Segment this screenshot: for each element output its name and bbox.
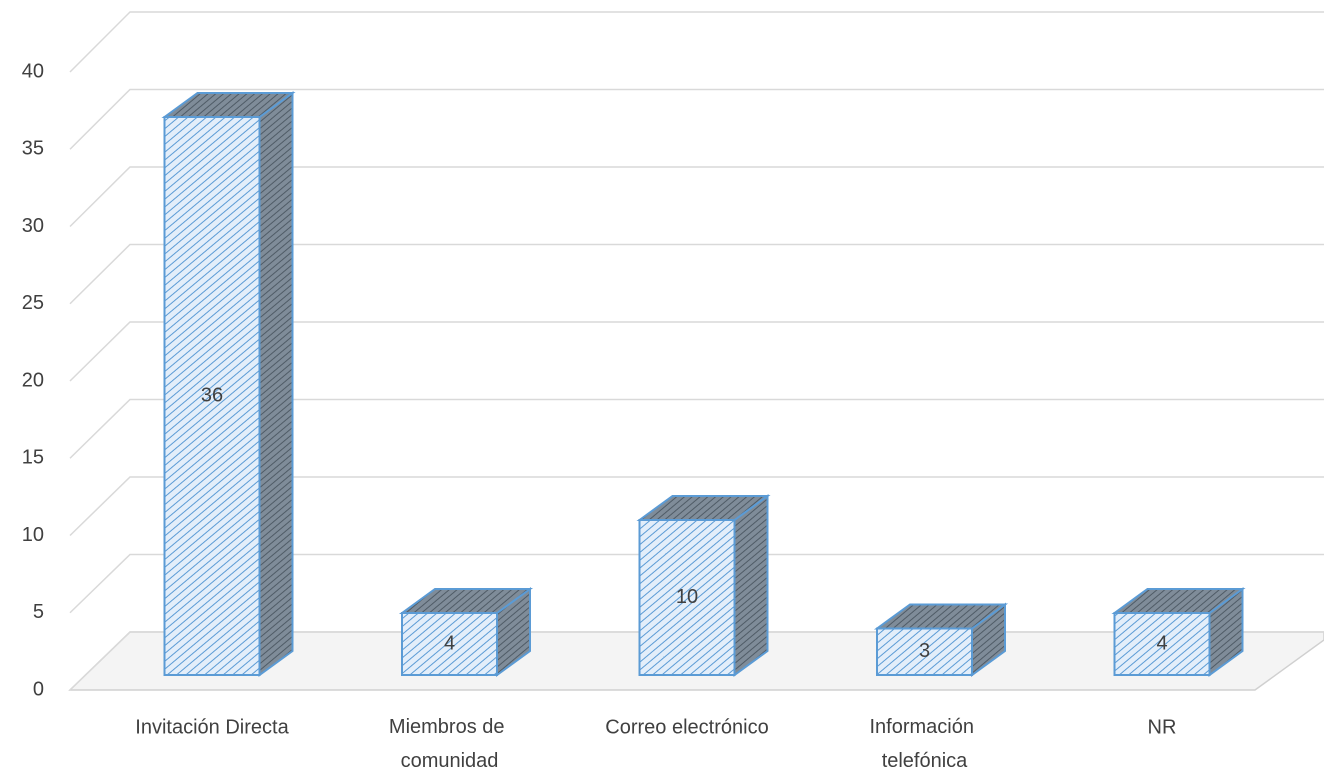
data-label: 3 xyxy=(919,640,930,662)
grid-line xyxy=(69,166,1324,228)
bar-front xyxy=(1113,612,1211,676)
bar xyxy=(1111,587,1246,677)
data-label: 36 xyxy=(201,384,223,406)
y-tick-label: 25 xyxy=(22,292,44,314)
y-tick-label: 5 xyxy=(33,601,44,623)
x-tick-label: NR xyxy=(1148,716,1177,738)
grid-line xyxy=(69,321,1324,382)
data-label: 4 xyxy=(1156,632,1167,654)
grid-line xyxy=(69,398,1324,459)
grid-line xyxy=(69,11,1324,73)
bar-side xyxy=(258,91,294,677)
x-tick-label: Información telefónica xyxy=(869,716,979,772)
data-label: 4 xyxy=(444,632,455,654)
x-tick-label: Invitación Directa xyxy=(135,716,289,738)
y-tick-label: 30 xyxy=(22,215,44,237)
bar-front xyxy=(163,116,261,676)
bar-front xyxy=(401,612,498,676)
grid-line xyxy=(69,243,1324,305)
x-tick-label: Correo electrónico xyxy=(605,716,768,738)
y-tick-label: 10 xyxy=(22,524,44,546)
bar-front xyxy=(638,519,736,676)
x-tick-label: Miembros de comunidad xyxy=(389,716,510,772)
bar xyxy=(398,587,534,677)
y-tick-label: 15 xyxy=(22,447,44,469)
bar-front xyxy=(876,627,973,676)
bar-side xyxy=(733,494,769,677)
y-tick-label: 20 xyxy=(22,369,44,391)
y-tick-label: 40 xyxy=(22,60,44,82)
bar xyxy=(873,602,1009,677)
bar xyxy=(161,91,296,677)
bar xyxy=(636,494,771,677)
y-tick-label: 0 xyxy=(33,678,44,700)
y-tick-label: 35 xyxy=(22,138,44,160)
data-label: 10 xyxy=(676,586,698,608)
grid-line xyxy=(69,88,1324,150)
grid-line xyxy=(69,553,1324,614)
grid-line xyxy=(69,476,1324,537)
